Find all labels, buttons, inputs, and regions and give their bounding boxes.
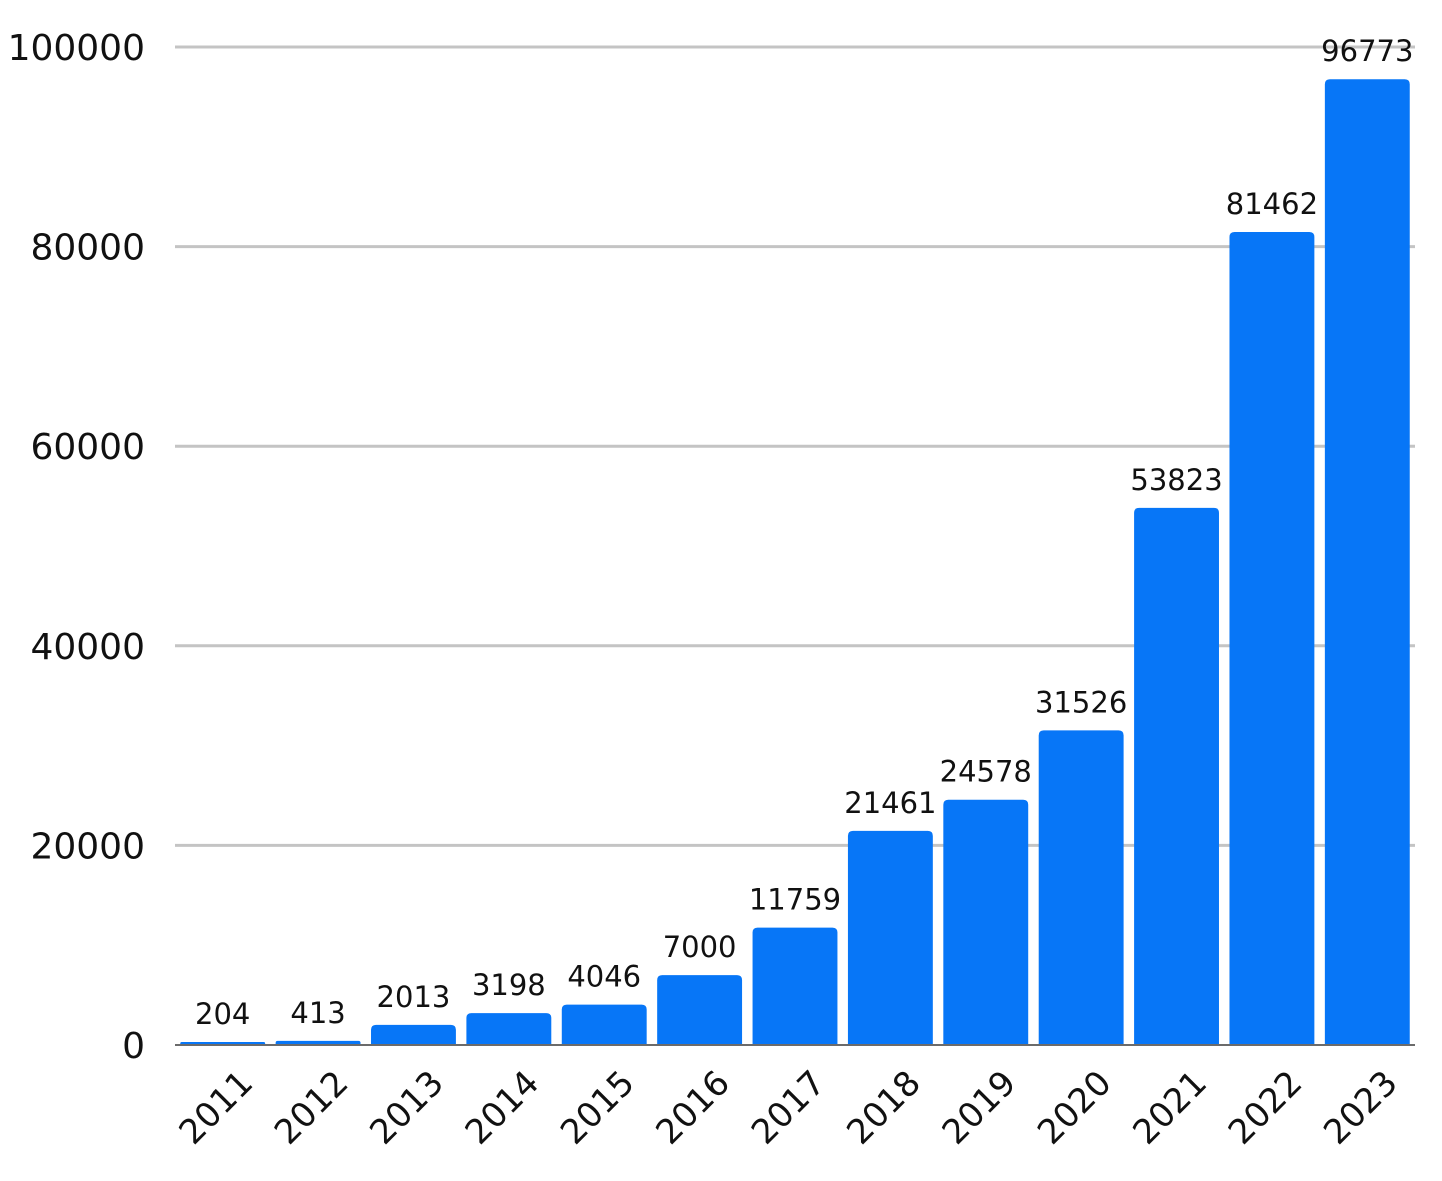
bar-2020 — [1038, 730, 1124, 1045]
x-tick-label-2021: 2021 — [1125, 1063, 1214, 1152]
data-label-2019: 24578 — [940, 755, 1032, 789]
x-tick-label-2019: 2019 — [935, 1063, 1024, 1152]
data-label-2021: 53823 — [1130, 463, 1222, 497]
x-tick-label-2016: 2016 — [649, 1063, 738, 1152]
x-tick-label-2017: 2017 — [744, 1063, 833, 1152]
y-tick-label: 0 — [122, 1026, 145, 1067]
x-tick-label-2018: 2018 — [839, 1063, 928, 1152]
y-tick-label: 80000 — [30, 228, 145, 269]
bar-2014 — [466, 1013, 552, 1045]
bars — [180, 79, 1410, 1046]
x-tick-label-2015: 2015 — [553, 1063, 642, 1152]
data-label-2014: 3198 — [472, 968, 546, 1002]
x-tick-label-2022: 2022 — [1221, 1063, 1310, 1152]
y-tick-label: 20000 — [30, 826, 145, 867]
x-tick-label-2020: 2020 — [1030, 1063, 1119, 1152]
gridlines — [175, 45, 1415, 847]
y-tick-label: 60000 — [30, 427, 145, 468]
x-axis-tick-labels: 2011 2012 2013 2014 2015 2016 2017 2018 2019 2020… — [172, 1063, 1406, 1152]
x-tick-label-2013: 2013 — [362, 1063, 451, 1152]
x-tick-label-2023: 2023 — [1316, 1063, 1405, 1152]
bar-2022 — [1229, 232, 1315, 1045]
y-tick-label: 40000 — [30, 627, 145, 668]
x-tick-label-2014: 2014 — [458, 1063, 547, 1152]
bar-2023 — [1324, 79, 1410, 1046]
data-label-2011: 204 — [195, 997, 250, 1031]
data-label-2012: 413 — [290, 996, 345, 1030]
data-label-2013: 2013 — [377, 980, 451, 1014]
bar-2012 — [275, 1040, 361, 1045]
y-axis-tick-labels: 0 20000 40000 60000 80000 100000 — [8, 28, 145, 1067]
bar-2019 — [943, 799, 1029, 1045]
bar-2013 — [371, 1024, 456, 1045]
data-label-2016: 7000 — [663, 930, 737, 964]
x-tick-label-2011: 2011 — [172, 1063, 261, 1152]
x-tick-label-2012: 2012 — [267, 1063, 356, 1152]
bar-2017 — [752, 927, 838, 1045]
bar-2015 — [561, 1004, 647, 1045]
data-label-2023: 96773 — [1321, 34, 1413, 68]
data-label-2022: 81462 — [1226, 187, 1318, 221]
bar-2016 — [657, 975, 743, 1045]
bar-2018 — [847, 830, 933, 1045]
bar-2021 — [1134, 507, 1219, 1046]
data-label-2015: 4046 — [567, 960, 641, 994]
data-label-2017: 11759 — [749, 883, 841, 917]
data-label-2018: 21461 — [844, 786, 936, 820]
y-tick-label: 100000 — [8, 28, 145, 69]
data-label-2020: 31526 — [1035, 685, 1127, 719]
